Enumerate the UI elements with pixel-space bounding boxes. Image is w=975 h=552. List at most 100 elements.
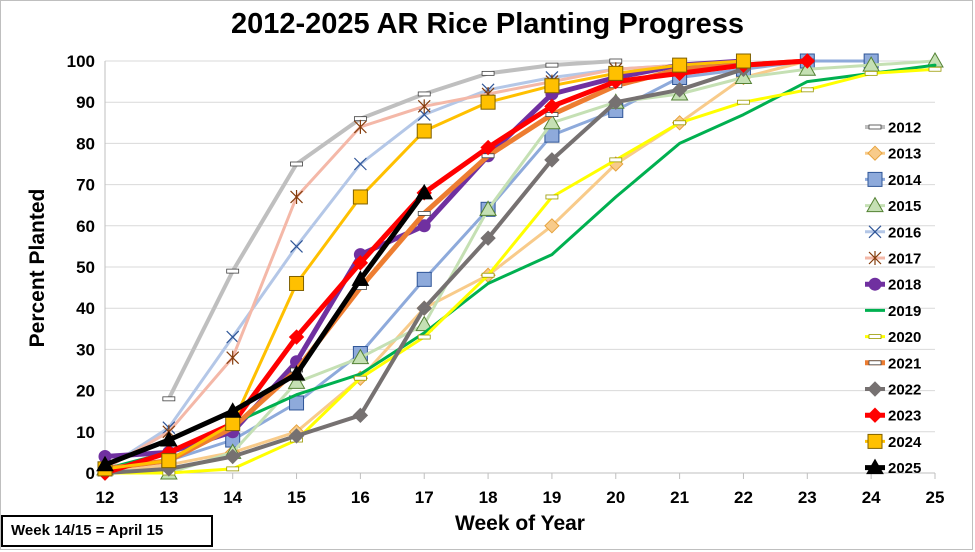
data-point-2025 [287, 365, 306, 381]
series-line-2020 [103, 67, 937, 475]
series-2024 [97, 53, 751, 477]
x-tick-label: 22 [734, 488, 753, 507]
series-line-2018 [102, 58, 746, 459]
legend-marker [867, 381, 883, 397]
y-tick-label: 30 [76, 340, 95, 359]
week-note: Week 14/15 = April 15 [1, 515, 213, 547]
legend-marker [867, 407, 883, 423]
legend-item-2017: 2017 [865, 251, 921, 268]
series-line-2017 [103, 59, 745, 471]
data-point-2024 [544, 78, 560, 94]
series-2020 [98, 66, 942, 476]
series-line-2025 [102, 190, 427, 468]
y-tick-label: 60 [76, 217, 95, 236]
data-point-2022 [288, 428, 305, 444]
legend-label: 2013 [888, 146, 921, 163]
series-line-2012 [166, 59, 618, 401]
series-2017 [98, 54, 750, 476]
series-2014 [97, 53, 879, 477]
legend-marker [867, 171, 883, 187]
y-tick-label: 20 [76, 382, 95, 401]
legend-label: 2020 [888, 329, 921, 346]
legend-label: 2023 [888, 408, 921, 425]
data-point-2015 [543, 113, 561, 130]
legend-label: 2015 [888, 198, 921, 215]
data-point-2012 [290, 161, 303, 167]
data-point-2020 [864, 70, 878, 76]
data-point-2012 [417, 91, 431, 97]
data-point-2024 [480, 94, 496, 110]
data-point-2024 [416, 123, 432, 139]
data-point-2015 [287, 373, 306, 389]
legend-marker [867, 145, 883, 161]
legend-label: 2017 [888, 251, 921, 268]
legend-label: 2021 [888, 355, 921, 372]
legend-item-2021: 2021 [865, 355, 921, 372]
legend-item-2016: 2016 [865, 224, 921, 241]
data-point-2015 [479, 200, 497, 216]
data-point-2012 [162, 396, 176, 402]
legend-label: 2016 [888, 224, 921, 241]
x-tick-label: 16 [351, 488, 370, 507]
data-point-2025 [159, 431, 178, 447]
data-point-2023 [544, 98, 560, 115]
legend-marker [868, 277, 882, 291]
series-line-2024 [103, 59, 745, 471]
series-line-2016 [103, 59, 745, 471]
x-tick-label: 13 [159, 488, 178, 507]
chart-title: 2012-2025 AR Rice Planting Progress [230, 8, 745, 40]
data-point-2022 [544, 152, 560, 168]
data-point-2025 [351, 270, 370, 286]
data-point-2022 [224, 448, 241, 465]
x-tick-label: 17 [415, 488, 434, 507]
data-point-2020 [545, 194, 559, 200]
data-point-2023 [480, 139, 496, 156]
legend-marker [868, 334, 882, 340]
data-point-2020 [353, 375, 367, 381]
data-point-2022 [480, 230, 496, 246]
data-point-2016 [353, 157, 367, 171]
legend-item-2020: 2020 [865, 329, 921, 346]
y-tick-label: 10 [76, 423, 95, 442]
data-point-2024 [608, 65, 624, 81]
data-point-2012 [545, 62, 559, 68]
data-point-2020 [928, 66, 942, 72]
data-point-2024 [672, 57, 688, 73]
data-point-2012 [481, 70, 495, 76]
legend-marker [866, 458, 884, 475]
data-point-2024 [289, 275, 305, 291]
legend-item-2022: 2022 [865, 381, 921, 399]
legend-label: 2012 [888, 120, 921, 137]
legend-marker [868, 360, 882, 366]
x-tick-label: 15 [287, 488, 306, 507]
y-tick-label: 80 [76, 134, 95, 153]
data-point-2014 [416, 271, 432, 287]
legend-item-2015: 2015 [865, 196, 921, 215]
legend-item-2024: 2024 [865, 433, 922, 451]
data-point-2025 [415, 183, 434, 200]
data-point-2020 [417, 334, 431, 340]
data-point-2023 [799, 53, 816, 69]
data-point-2020 [481, 272, 495, 278]
data-point-2012 [226, 268, 240, 274]
data-point-2015 [415, 315, 434, 332]
legend-item-2018: 2018 [865, 277, 921, 294]
x-tick-label: 23 [798, 488, 817, 507]
data-point-2023 [288, 329, 305, 345]
data-point-2020 [737, 99, 750, 105]
y-tick-label: 70 [76, 176, 95, 195]
x-tick-label: 24 [862, 488, 881, 507]
x-tick-label: 18 [479, 488, 498, 507]
legend-item-2013: 2013 [865, 145, 921, 163]
legend-item-2023: 2023 [865, 407, 921, 425]
data-point-2020 [673, 120, 687, 126]
data-point-2024 [161, 453, 177, 469]
x-tick-label: 25 [926, 488, 945, 507]
data-point-2020 [800, 87, 814, 93]
data-point-2022 [352, 407, 369, 424]
data-point-2024 [352, 189, 368, 205]
data-point-2021 [417, 211, 431, 216]
data-point-2024 [735, 53, 751, 69]
